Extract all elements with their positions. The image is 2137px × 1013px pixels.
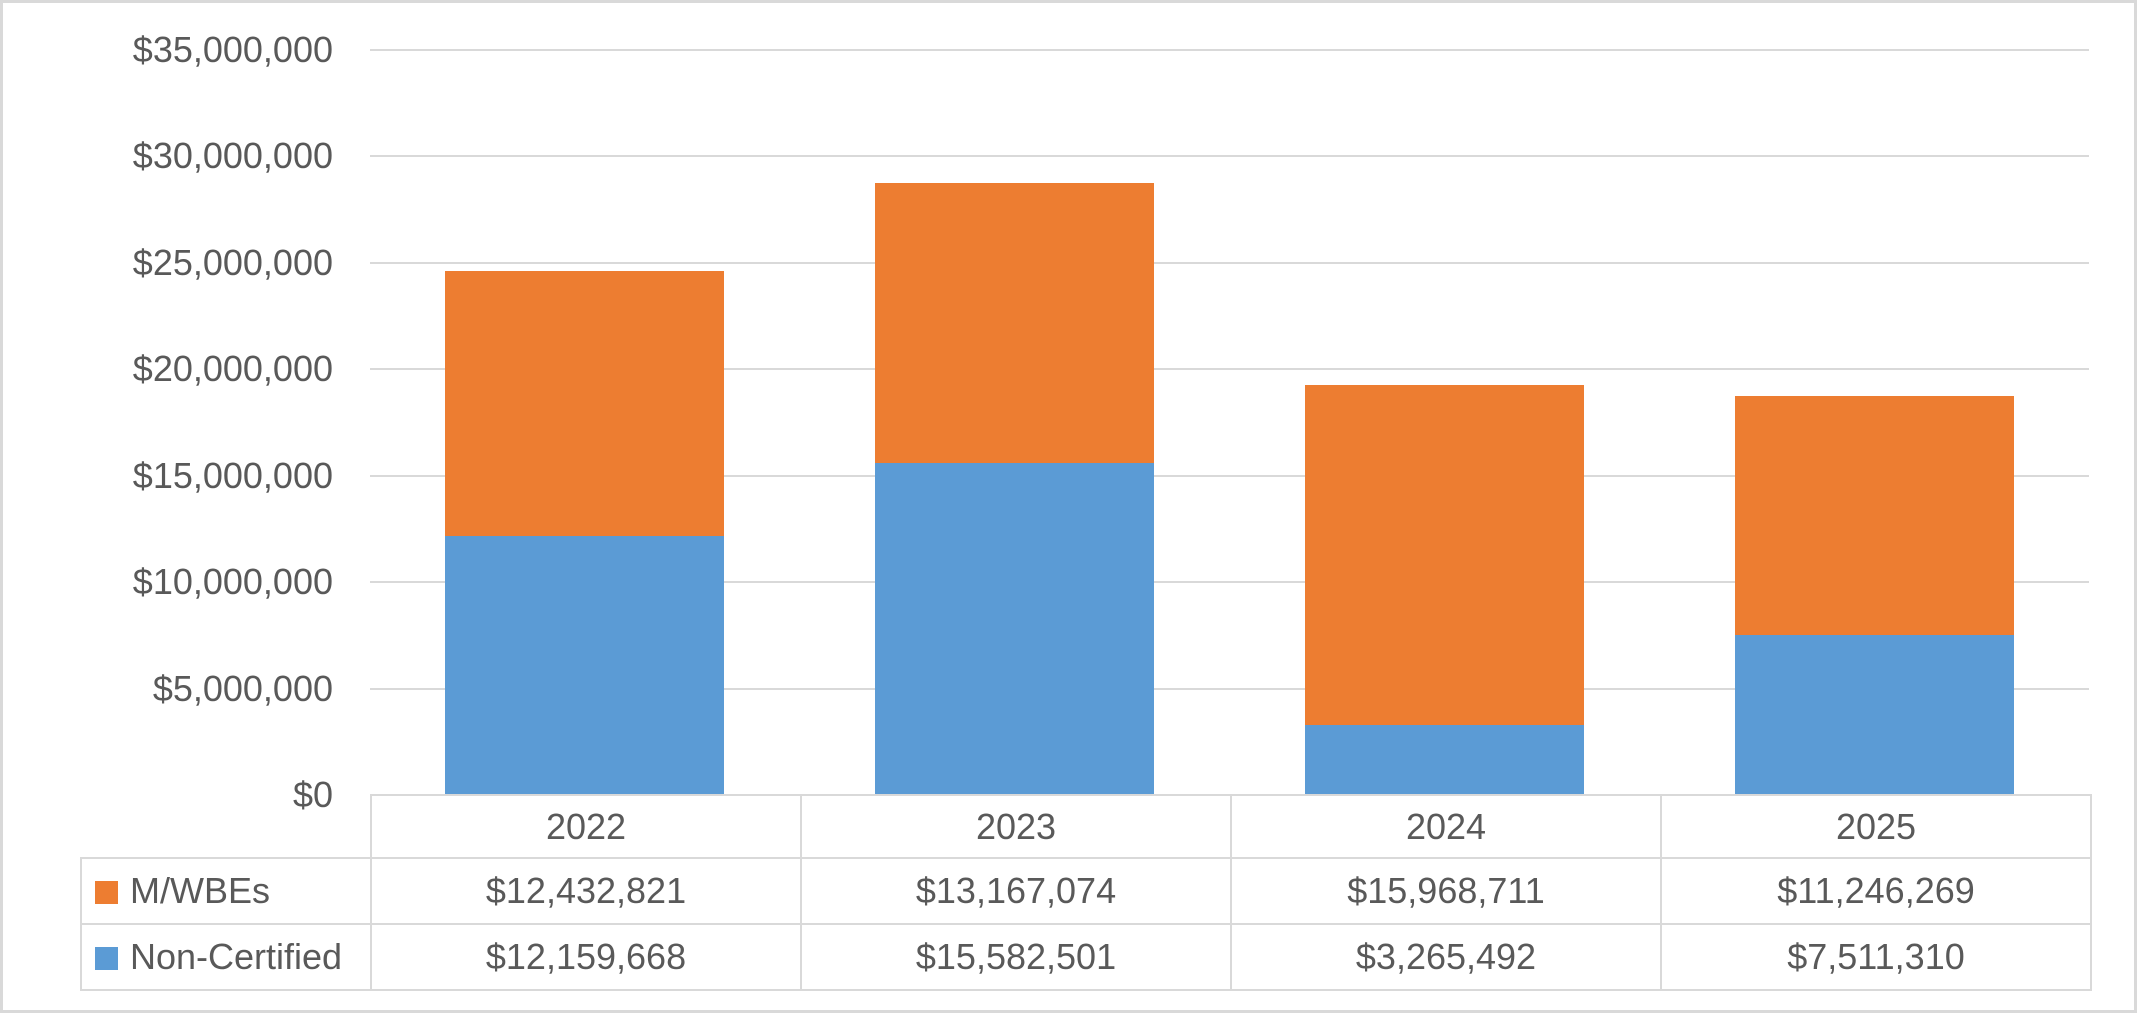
bar-segment-m-wbes-2023 [875,183,1154,463]
bar-segment-m-wbes-2025 [1735,396,2014,635]
non-certified-value-2023: $15,582,501 [800,923,1232,991]
y-axis-tick-label: $0 [292,774,333,815]
mwbes-row: M/WBEs $12,432,821 $13,167,074 $15,968,7… [80,857,2092,925]
gridline [370,49,2089,51]
non-certified-legend-swatch-icon [95,947,118,970]
non-certified-legend-cell: Non-Certified [80,923,372,991]
mwbes-value-2022: $12,432,821 [370,857,802,925]
y-axis-tick-label: $25,000,000 [132,242,333,283]
bar-segment-m-wbes-2022 [445,271,724,536]
year-cell-2023: 2023 [800,794,1232,859]
table-corner-spacer [81,795,371,858]
gridline [370,368,2089,370]
non-certified-legend-label: Non-Certified [130,936,343,977]
y-axis-tick-label: $5,000,000 [152,668,333,709]
gridline [370,262,2089,264]
bar-segment-m-wbes-2024 [1305,385,1584,725]
mwbes-value-2025: $11,246,269 [1660,857,2092,925]
y-axis-tick-label: $30,000,000 [132,135,333,176]
year-header-row: 2022 2023 2024 2025 [81,794,2092,859]
y-axis-tick-label: $35,000,000 [132,29,333,70]
y-axis-tick-label: $10,000,000 [132,561,333,602]
chart-data-table: 2022 2023 2024 2025 M/WBEs $12,432,821 $… [80,794,2092,991]
mwbes-legend-cell: M/WBEs [80,857,372,925]
plot-area: $0 $5,000,000 $10,000,000 $15,000,000 $20,00… [3,3,2134,1010]
bar-segment-non-certified-2024 [1305,725,1584,795]
mwbes-value-2023: $13,167,074 [800,857,1232,925]
non-certified-value-2022: $12,159,668 [370,923,802,991]
gridline [370,155,2089,157]
gridline [370,475,2089,477]
y-axis-tick-label: $15,000,000 [132,455,333,496]
y-axis-tick-label: $20,000,000 [132,348,333,389]
non-certified-value-2024: $3,265,492 [1230,923,1662,991]
non-certified-row: Non-Certified $12,159,668 $15,582,501 $3… [80,923,2092,991]
bar-segment-non-certified-2023 [875,463,1154,795]
mwbes-value-2024: $15,968,711 [1230,857,1662,925]
non-certified-value-2025: $7,511,310 [1660,923,2092,991]
year-cell-2024: 2024 [1230,794,1662,859]
year-cell-2022: 2022 [370,794,802,859]
mwbes-legend-label: M/WBEs [130,870,270,911]
gridline [370,688,2089,690]
mwbes-legend-swatch-icon [95,881,118,904]
bar-segment-non-certified-2022 [445,536,724,795]
year-cell-2025: 2025 [1660,794,2092,859]
gridline [370,581,2089,583]
bar-segment-non-certified-2025 [1735,635,2014,795]
